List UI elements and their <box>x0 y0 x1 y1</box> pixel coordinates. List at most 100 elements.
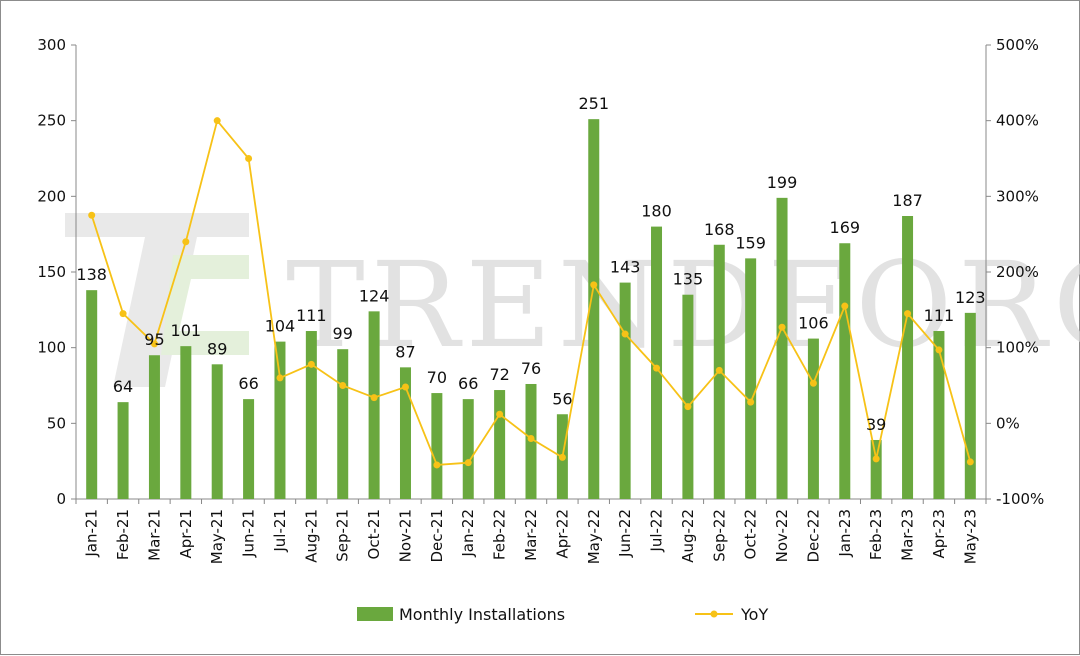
yoy-point-Feb-22 <box>496 410 504 418</box>
watermark-logo-shape <box>65 213 249 387</box>
yoy-point-Apr-21 <box>182 238 190 246</box>
bar-Mar-23 <box>902 216 914 500</box>
watermark-logo-accent <box>161 255 249 355</box>
yoy-point-Mar-23 <box>904 310 912 318</box>
yoy-point-Feb-21 <box>119 310 127 318</box>
data-label-Nov-21: 87 <box>395 342 415 361</box>
data-label-Feb-23: 39 <box>866 415 886 434</box>
data-label-Dec-22: 106 <box>798 314 829 333</box>
yoy-point-Mar-22 <box>527 434 535 442</box>
bar-Jun-21 <box>243 399 255 499</box>
yoy-point-Dec-22 <box>809 379 817 387</box>
yoy-point-Apr-23 <box>935 346 943 354</box>
yoy-point-Jun-22 <box>621 330 629 338</box>
x-tick-label: Jul-21 <box>271 509 289 553</box>
data-label-Mar-22: 76 <box>521 359 541 378</box>
y-tick-label: 250 <box>37 112 66 130</box>
yoy-point-Feb-23 <box>872 455 880 463</box>
bar-May-23 <box>964 312 976 499</box>
x-tick-label: Feb-21 <box>114 509 132 560</box>
bar-Oct-21 <box>368 311 380 499</box>
data-label-May-23: 123 <box>955 288 986 307</box>
x-tick-label: Mar-23 <box>899 509 917 561</box>
x-tick-label: Feb-22 <box>491 509 509 560</box>
x-tick-label: Jun-21 <box>240 509 258 558</box>
y2-tick-label: -100% <box>996 490 1044 508</box>
y-tick-label: 0 <box>56 490 66 508</box>
data-label-Feb-21: 64 <box>113 377 133 396</box>
bar-Aug-21 <box>305 331 317 499</box>
x-tick-label: Jan-23 <box>836 509 854 558</box>
data-label-Jan-21: 138 <box>76 265 107 284</box>
x-tick-label: Mar-21 <box>145 509 163 561</box>
data-label-Jun-22: 143 <box>610 258 641 277</box>
data-label-May-21: 89 <box>207 339 227 358</box>
bar-Dec-22 <box>807 338 819 499</box>
x-tick-label: Jan-21 <box>83 509 101 558</box>
x-tick-label: Nov-22 <box>773 509 791 562</box>
bar-Apr-21 <box>180 346 192 499</box>
yoy-point-Dec-21 <box>433 461 441 469</box>
y-tick-label: 200 <box>37 187 66 205</box>
x-tick-label: Dec-22 <box>804 509 822 563</box>
bar-Jan-21 <box>86 290 98 499</box>
yoy-point-Aug-21 <box>307 360 315 368</box>
yoy-point-Jan-22 <box>464 459 472 467</box>
yoy-point-Jun-21 <box>245 155 253 162</box>
data-label-Dec-21: 70 <box>427 368 447 387</box>
data-label-Mar-21: 95 <box>144 330 164 349</box>
bar-Jul-21 <box>274 341 286 499</box>
bar-Sep-21 <box>337 349 349 499</box>
x-tick-label: Jul-22 <box>648 509 666 553</box>
bar-Jun-22 <box>619 282 631 499</box>
data-label-Feb-22: 72 <box>489 365 509 384</box>
legend: Monthly Installations YoY <box>357 605 768 624</box>
bar-Jul-22 <box>651 226 663 499</box>
bar-Dec-21 <box>431 393 443 499</box>
yoy-point-May-23 <box>966 458 974 466</box>
bar-Nov-22 <box>776 197 788 499</box>
x-tick-label: Aug-21 <box>302 509 320 563</box>
bar-Mar-21 <box>148 355 160 499</box>
trendforce-watermark: TRENDFORCE <box>65 213 1080 387</box>
bar-Feb-22 <box>494 390 506 499</box>
data-label-Apr-23: 111 <box>924 306 955 325</box>
x-tick-label: Apr-21 <box>177 509 195 559</box>
data-label-Oct-21: 124 <box>359 286 390 305</box>
legend-marker-yoy <box>710 610 718 618</box>
x-tick-label: Jan-22 <box>459 509 477 558</box>
x-tick-label: Apr-23 <box>930 509 948 559</box>
x-tick-label: May-22 <box>585 509 603 564</box>
x-tick-label: Feb-23 <box>867 509 885 560</box>
x-tick-label: Apr-22 <box>553 509 571 559</box>
x-tick-label: Dec-21 <box>428 509 446 563</box>
legend-swatch-installations <box>357 607 393 621</box>
x-tick-label: Oct-22 <box>742 509 760 559</box>
yoy-point-Jul-22 <box>653 364 661 372</box>
yoy-point-Jan-21 <box>88 211 96 219</box>
bar-May-21 <box>211 364 223 499</box>
y-tick-label: 300 <box>37 36 66 54</box>
bar-Feb-21 <box>117 402 129 499</box>
yoy-point-Sep-22 <box>715 366 723 374</box>
yoy-point-Apr-22 <box>558 453 566 461</box>
bar-Oct-22 <box>745 258 757 499</box>
x-tick-label: Nov-21 <box>396 509 414 562</box>
yoy-point-Sep-21 <box>339 382 347 389</box>
data-label-Jul-21: 104 <box>265 317 296 336</box>
bar-Jan-22 <box>462 399 474 499</box>
bar-Apr-23 <box>933 331 945 499</box>
x-tick-label: May-23 <box>961 509 979 564</box>
data-label-Jun-21: 66 <box>238 374 258 393</box>
y2-tick-label: 300% <box>996 187 1039 205</box>
bar-Feb-23 <box>870 439 882 499</box>
data-label-Sep-22: 168 <box>704 220 735 239</box>
yoy-point-Jan-23 <box>841 302 849 310</box>
bar-Aug-22 <box>682 294 694 499</box>
bar-May-22 <box>588 119 600 500</box>
data-label-Jul-22: 180 <box>641 202 672 221</box>
y2-tick-label: 0% <box>996 414 1020 432</box>
data-label-Aug-22: 135 <box>673 270 704 289</box>
